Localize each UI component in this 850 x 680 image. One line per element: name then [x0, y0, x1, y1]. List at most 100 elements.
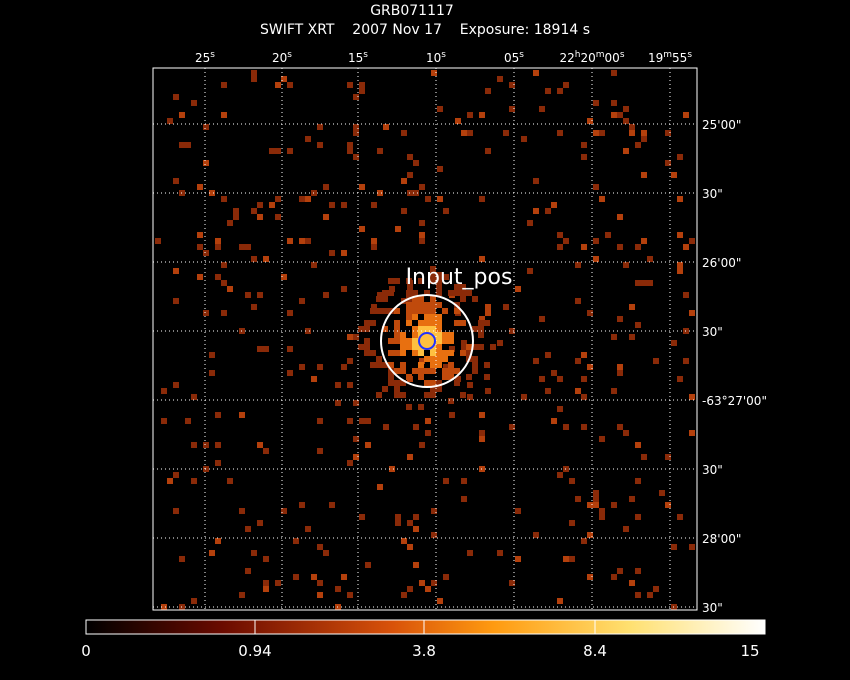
- pixel: [269, 148, 275, 154]
- pixel: [227, 478, 233, 484]
- pixel: [623, 118, 629, 124]
- pixel: [388, 338, 394, 344]
- pixel: [359, 418, 365, 424]
- pixel: [430, 302, 436, 308]
- pixel: [413, 526, 419, 532]
- pixel: [341, 202, 347, 208]
- pixel: [221, 82, 227, 88]
- ra-label: 15s: [348, 50, 368, 65]
- pixel: [629, 496, 635, 502]
- pixel: [617, 244, 623, 250]
- pixel: [436, 272, 442, 278]
- ra-label: 10s: [426, 50, 446, 65]
- image-frame: [152, 67, 698, 611]
- pixel: [430, 356, 436, 362]
- pixel: [485, 388, 491, 394]
- pixel: [497, 550, 503, 556]
- pixel: [581, 538, 587, 544]
- pixel: [575, 358, 581, 364]
- pixel: [430, 326, 436, 332]
- pixel: [581, 142, 587, 148]
- pixel: [191, 100, 197, 106]
- pixel: [293, 574, 299, 580]
- pixel: [394, 386, 400, 392]
- pixel: [467, 550, 473, 556]
- pixel: [575, 262, 581, 268]
- pixel: [299, 298, 305, 304]
- pixel: [466, 290, 472, 296]
- pixel: [437, 106, 443, 112]
- pixel: [599, 508, 605, 514]
- pixel: [167, 118, 173, 124]
- pixel: [545, 352, 551, 358]
- pixel: [641, 280, 647, 286]
- pixel: [263, 580, 269, 586]
- pixel: [671, 544, 677, 550]
- pixel: [635, 142, 641, 148]
- pixel: [665, 160, 671, 166]
- pixel: [551, 418, 557, 424]
- pixel: [305, 196, 311, 202]
- pixel: [365, 418, 371, 424]
- pixel: [490, 344, 496, 350]
- pixel: [431, 508, 437, 514]
- pixel: [617, 112, 623, 118]
- pixel: [448, 368, 454, 374]
- pixel: [173, 298, 179, 304]
- pixel: [382, 326, 388, 332]
- pixel: [215, 274, 221, 280]
- colorbar-label: 0: [81, 642, 91, 660]
- pixel: [581, 352, 587, 358]
- pixel: [257, 346, 263, 352]
- colorbar-label: 0.94: [238, 642, 271, 660]
- pixel: [545, 88, 551, 94]
- pixel: [461, 346, 467, 352]
- pixel: [484, 362, 490, 368]
- pixel: [388, 290, 394, 296]
- dec-label: 28'00": [702, 532, 741, 546]
- pixel: [347, 418, 353, 424]
- pixel: [425, 196, 431, 202]
- marker-label: Input_pos: [406, 265, 513, 290]
- pixel: [251, 256, 257, 262]
- pixel: [407, 544, 413, 550]
- pixel: [436, 320, 442, 326]
- dec-label: 30": [702, 325, 723, 339]
- pixel: [629, 580, 635, 586]
- pixel: [412, 350, 418, 356]
- pixel: [521, 136, 527, 142]
- pixel: [400, 344, 406, 350]
- pixel: [353, 124, 359, 130]
- pixel: [611, 388, 617, 394]
- pixel: [479, 430, 485, 436]
- pixel: [665, 454, 671, 460]
- pixel: [239, 508, 245, 514]
- pixel: [413, 160, 419, 166]
- pixel: [635, 478, 641, 484]
- ra-label: 20s: [272, 50, 292, 65]
- pixel: [443, 478, 449, 484]
- pixel: [641, 130, 647, 136]
- dec-label: 30": [702, 601, 723, 615]
- pixel: [365, 562, 371, 568]
- pixel: [203, 250, 209, 256]
- pixel: [215, 538, 221, 544]
- pixel: [419, 358, 425, 364]
- pixel: [485, 88, 491, 94]
- pixel: [388, 374, 394, 380]
- pixel: [191, 442, 197, 448]
- pixel: [418, 326, 424, 332]
- pixel: [437, 166, 443, 172]
- pixel: [412, 332, 418, 338]
- pixel: [617, 214, 623, 220]
- pixel: [593, 502, 599, 508]
- pixel: [569, 520, 575, 526]
- pixel: [239, 244, 245, 250]
- pixel: [287, 310, 293, 316]
- pixel: [448, 398, 454, 404]
- pixel: [197, 232, 203, 238]
- pixel: [407, 286, 413, 292]
- pixel: [635, 568, 641, 574]
- pixel: [635, 592, 641, 598]
- pixel: [460, 350, 466, 356]
